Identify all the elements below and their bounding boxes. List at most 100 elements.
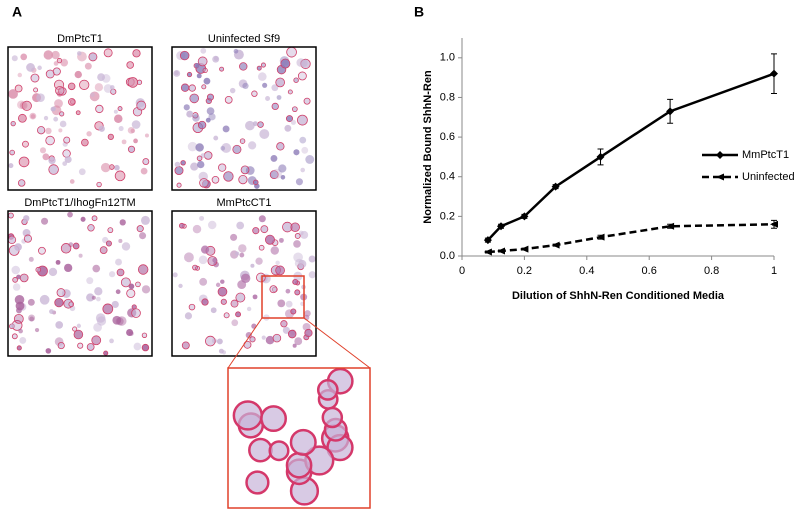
cell xyxy=(48,156,56,165)
cell xyxy=(282,326,290,334)
cell xyxy=(18,113,27,123)
cell xyxy=(293,240,301,248)
image-frame xyxy=(171,46,317,191)
cell xyxy=(285,115,293,123)
cell xyxy=(239,252,245,258)
cell xyxy=(117,106,123,112)
cell xyxy=(278,164,287,173)
cell xyxy=(111,300,119,309)
cell xyxy=(94,287,103,296)
cell xyxy=(207,220,217,230)
cell xyxy=(268,440,290,462)
cell xyxy=(219,66,225,72)
cell xyxy=(55,321,64,329)
y-tick-label: 1.0 xyxy=(440,52,455,64)
cell xyxy=(188,303,196,311)
cell xyxy=(139,232,147,240)
cell xyxy=(205,117,211,123)
cell xyxy=(39,294,50,305)
cell xyxy=(94,83,104,92)
marker xyxy=(551,241,560,249)
cell xyxy=(292,278,299,285)
image-frame xyxy=(7,210,153,357)
cell xyxy=(293,252,303,263)
cell xyxy=(19,336,27,344)
cell xyxy=(137,264,149,275)
cell xyxy=(20,53,28,61)
y-axis-label: Normalized Bound ShhN-Ren xyxy=(422,70,434,224)
cell xyxy=(232,400,264,431)
marker xyxy=(770,69,778,78)
cell xyxy=(183,104,190,111)
cell xyxy=(23,234,32,243)
cell xyxy=(17,179,26,187)
cell xyxy=(201,298,209,306)
cell xyxy=(220,298,227,305)
cell xyxy=(224,95,233,104)
cell xyxy=(67,82,76,91)
cell xyxy=(118,126,124,132)
cell xyxy=(188,84,196,92)
cell xyxy=(43,115,49,121)
cell xyxy=(68,301,75,308)
cell xyxy=(245,331,253,339)
cell xyxy=(252,227,260,235)
cell xyxy=(72,242,80,250)
cell xyxy=(35,266,42,273)
cell xyxy=(36,93,45,102)
cell xyxy=(60,58,69,67)
cell xyxy=(257,72,267,81)
cell xyxy=(195,143,204,152)
cell xyxy=(99,246,108,255)
cell xyxy=(235,251,240,256)
cell xyxy=(133,342,142,351)
cell xyxy=(74,70,82,79)
cell xyxy=(67,211,73,218)
cell xyxy=(90,92,95,97)
marker xyxy=(483,248,492,256)
cell xyxy=(15,301,25,311)
cell xyxy=(114,170,126,182)
cell xyxy=(78,253,83,258)
cell xyxy=(178,222,185,229)
marker xyxy=(551,182,560,191)
marker xyxy=(666,222,675,230)
cell xyxy=(290,119,296,125)
cell xyxy=(276,142,285,151)
cell xyxy=(49,309,54,314)
cell xyxy=(136,225,144,233)
cell xyxy=(265,96,271,101)
cell xyxy=(58,128,63,133)
image-frame xyxy=(7,46,153,191)
cell xyxy=(203,151,213,160)
cell xyxy=(181,341,190,350)
cell xyxy=(245,120,255,131)
cell xyxy=(55,85,65,96)
cell xyxy=(132,49,141,58)
cell xyxy=(285,300,293,308)
cell xyxy=(88,52,98,62)
cell xyxy=(238,174,248,185)
cell xyxy=(197,120,207,130)
cell xyxy=(289,428,317,456)
x-tick-label: 0 xyxy=(459,265,465,277)
cell xyxy=(199,215,205,221)
cell xyxy=(272,333,282,343)
cell xyxy=(211,175,220,184)
cell xyxy=(172,272,178,278)
cell xyxy=(291,106,298,113)
cell xyxy=(271,102,279,111)
zoom-frame xyxy=(227,367,371,509)
cell xyxy=(206,107,215,115)
marker xyxy=(596,233,605,241)
cell xyxy=(18,156,30,168)
cell xyxy=(21,100,32,111)
cell xyxy=(56,57,63,64)
cell xyxy=(198,255,208,265)
cell xyxy=(37,126,46,135)
cell xyxy=(127,145,136,153)
cell xyxy=(142,158,150,165)
cell xyxy=(28,314,36,322)
cell xyxy=(126,288,136,298)
